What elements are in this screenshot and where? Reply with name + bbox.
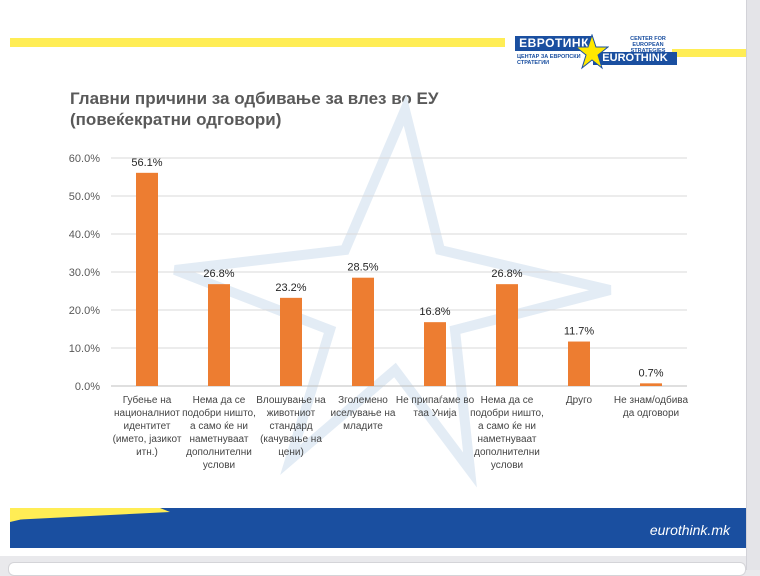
data-label: 56.1% (131, 157, 162, 169)
bottom-blue-band (10, 508, 746, 548)
logo-en-top: CENTER FOR EUROPEAN STRATEGIES (630, 36, 666, 54)
data-label: 11.7% (564, 326, 595, 338)
x-tick-label: Нема да се подобри ништо, а само ќе ни н… (470, 395, 544, 471)
footer-website[interactable]: eurothink.mk (649, 522, 730, 538)
bars (136, 172, 662, 386)
bar (424, 322, 446, 386)
bar (568, 341, 590, 386)
data-labels: 56.1% 26.8% 23.2% 28.5% 16.8% 26.8% 11.7% 0.7% (131, 157, 663, 380)
bar (496, 284, 518, 386)
y-tick-label: 20.0% (69, 305, 100, 317)
x-tick-label: Зголемено иселување на младите (330, 395, 396, 432)
bottom-yellow-edge (10, 508, 170, 520)
logo-en-text: EUROTHINK (593, 52, 677, 65)
y-tick-label: 30.0% (69, 267, 100, 279)
bar (136, 172, 158, 386)
data-label: 26.8% (491, 268, 522, 280)
gridlines (111, 157, 687, 387)
slide: ЕВРОТИНК ЦЕНТАР ЗА ЕВРОПСКИ СТРАТЕГИИ CE… (0, 0, 756, 556)
eurothink-logo: ЕВРОТИНК ЦЕНТАР ЗА ЕВРОПСКИ СТРАТЕГИИ CE… (515, 34, 685, 74)
x-tick-label: Губење на националниот идентитет (името,… (112, 395, 182, 458)
y-axis-ticks: 0.0% 10.0% 20.0% 30.0% 40.0% 50.0% 60.0% (69, 153, 100, 393)
y-tick-label: 0.0% (75, 381, 100, 393)
bar (640, 383, 662, 386)
top-yellow-band (10, 38, 756, 57)
yellow-stripe-right (672, 49, 756, 57)
y-tick-label: 50.0% (69, 191, 100, 203)
bar (208, 284, 230, 386)
logo-mk-text: ЕВРОТИНК (515, 36, 593, 51)
data-label: 26.8% (203, 268, 234, 280)
y-tick-label: 60.0% (69, 153, 100, 165)
bottom-band (10, 508, 746, 548)
x-tick-label: Нема да се подобри ништо, а само ќе ни н… (182, 395, 256, 471)
next-slide-edge (8, 562, 746, 576)
footer: eurothink.mk (10, 508, 746, 548)
data-label: 0.7% (638, 367, 663, 379)
data-label: 23.2% (275, 282, 306, 294)
x-tick-label: Не знам/одбива да одговори (613, 395, 689, 419)
x-tick-label: Влошување на животниот стандард (качувањ… (256, 395, 326, 458)
data-label: 16.8% (419, 306, 450, 318)
bar (352, 277, 374, 386)
right-window-edge (746, 0, 760, 570)
y-tick-label: 10.0% (69, 343, 100, 355)
x-tick-label: Друго (565, 395, 593, 406)
data-label: 28.5% (347, 262, 378, 274)
bar (280, 297, 302, 386)
logo-mk-sub: ЦЕНТАР ЗА ЕВРОПСКИ СТРАТЕГИИ (517, 54, 581, 66)
yellow-stripe-left (10, 38, 505, 47)
star-icon (575, 34, 609, 70)
x-tick-label: Не припаѓаме во таа Унија (395, 395, 475, 419)
y-tick-label: 40.0% (69, 229, 100, 241)
